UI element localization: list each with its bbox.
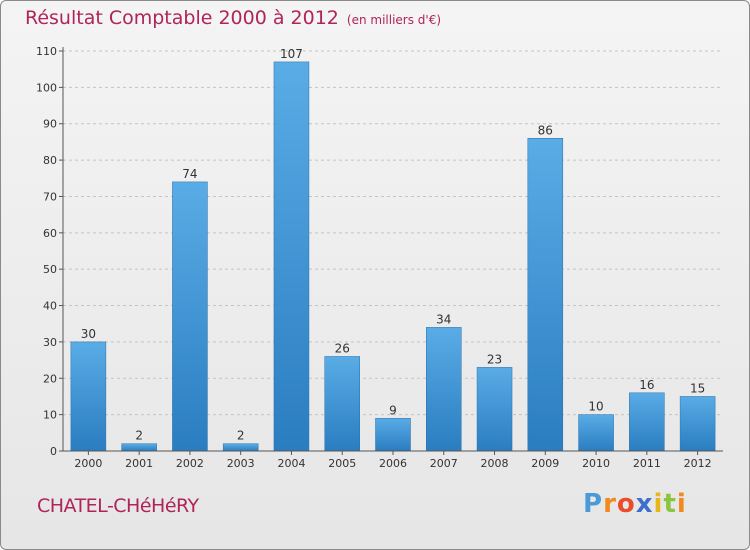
chart-title: Résultat Comptable 2000 à 2012 [25, 7, 339, 29]
data-label: 86 [538, 123, 553, 137]
proxiti-logo: Proxiti [583, 489, 687, 519]
bar [426, 327, 462, 452]
data-label: 34 [436, 312, 451, 326]
y-tick-label: 50 [43, 263, 57, 276]
bar [629, 392, 665, 452]
chart-title-block: Résultat Comptable 2000 à 2012 (en millie… [25, 7, 441, 29]
axes: 0 10 20 30 40 50 60 70 80 90 100 110 2000 2001 2002 200… [36, 45, 723, 470]
x-tick-label: 2012 [684, 457, 712, 470]
y-tick-label: 70 [43, 190, 57, 203]
bar [70, 341, 107, 452]
x-tick-label: 2008 [481, 457, 509, 470]
data-label: 2 [135, 429, 143, 443]
y-tick-label: 110 [36, 45, 57, 58]
x-tick-label: 2000 [74, 457, 102, 470]
bar [375, 418, 411, 452]
bar [273, 61, 310, 452]
y-tick-label: 20 [43, 372, 57, 385]
bars: 30 2 74 2 107 26 9 34 23 86 10 16 15 [70, 47, 716, 452]
x-tick-label: 2003 [227, 457, 255, 470]
data-label: 15 [690, 381, 705, 395]
data-label: 26 [335, 341, 350, 355]
data-label: 74 [182, 167, 197, 181]
bar [121, 443, 157, 452]
data-label: 2 [237, 429, 245, 443]
x-tick-label: 2010 [582, 457, 610, 470]
commune-name: CHATEL-CHéHéRY [37, 495, 199, 517]
y-tick-label: 30 [43, 336, 57, 349]
bar [324, 356, 360, 452]
data-label: 9 [389, 403, 397, 417]
chart-subtitle: (en milliers d'€) [346, 13, 442, 27]
bar [527, 138, 564, 452]
data-label: 23 [487, 352, 502, 366]
bar [679, 396, 716, 452]
x-tick-label: 2001 [125, 457, 153, 470]
bar [476, 367, 513, 452]
bar [578, 414, 614, 452]
y-tick-label: 40 [43, 300, 57, 313]
x-tick-label: 2005 [328, 457, 356, 470]
data-label: 107 [280, 47, 303, 61]
data-label: 16 [639, 378, 654, 392]
bar [172, 181, 208, 452]
y-tick-label: 100 [36, 81, 57, 94]
x-tick-label: 2002 [176, 457, 204, 470]
x-tick-label: 2009 [531, 457, 559, 470]
x-tick-label: 2007 [430, 457, 458, 470]
y-tick-label: 80 [43, 154, 57, 167]
data-label: 10 [588, 400, 603, 414]
data-label: 30 [81, 327, 96, 341]
x-tick-label: 2004 [277, 457, 305, 470]
y-tick-label: 90 [43, 118, 57, 131]
x-tick-label: 2006 [379, 457, 407, 470]
x-tick-label: 2011 [633, 457, 661, 470]
y-tick-label: 0 [50, 445, 57, 458]
y-tick-label: 10 [43, 409, 57, 422]
grid [63, 50, 723, 416]
y-tick-label: 60 [43, 227, 57, 240]
bar [222, 443, 259, 452]
